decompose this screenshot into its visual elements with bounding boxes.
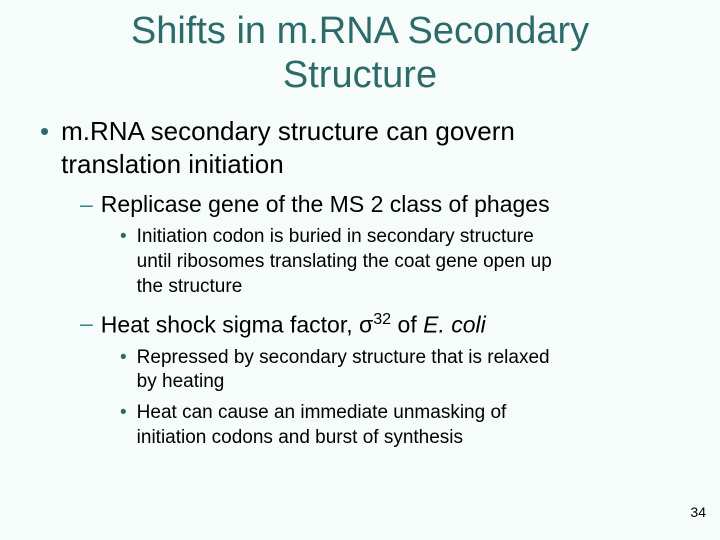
level2-row: – Replicase gene of the MS 2 class of ph… xyxy=(80,190,690,219)
l3a-line-c: the structure xyxy=(137,276,243,297)
dash-icon: – xyxy=(80,309,93,338)
l2b-species: E. coli xyxy=(423,312,486,338)
l2b-prefix: Heat shock sigma factor, xyxy=(101,312,359,338)
l2b-of: of xyxy=(391,312,423,338)
l2a-text: Replicase gene of the MS 2 class of phag… xyxy=(101,191,550,217)
level2-row: – Heat shock sigma factor, σ32 of E. col… xyxy=(80,309,690,339)
level1-text: m.RNA secondary structure can govern tra… xyxy=(61,115,515,180)
l3b-line-a: Repressed by secondary structure that is… xyxy=(137,347,550,368)
l2b-super: 32 xyxy=(373,310,391,328)
bullet-level2-item: – Heat shock sigma factor, σ32 of E. col… xyxy=(80,309,690,339)
level3-row: • Repressed by secondary structure that … xyxy=(120,346,690,395)
level3-text: Heat can cause an immediate unmasking of… xyxy=(137,401,507,450)
level3-text: Repressed by secondary structure that is… xyxy=(137,346,550,395)
bullet-level3-item: • Initiation codon is buried in secondar… xyxy=(120,225,690,299)
l1-line-a: m.RNA secondary structure can govern xyxy=(61,116,515,146)
l3c-line-b: initiation codons and burst of synthesis xyxy=(137,427,463,448)
slide-container: Shifts in m.RNA Secondary Structure • m.… xyxy=(0,0,720,540)
level3-row: • Heat can cause an immediate unmasking … xyxy=(120,401,690,450)
bullet-level3-item: • Repressed by secondary structure that … xyxy=(120,346,690,395)
page-number: 34 xyxy=(690,504,706,520)
title-line2: Structure xyxy=(283,54,437,96)
l3c-line-a: Heat can cause an immediate unmasking of xyxy=(137,402,507,423)
l1-line-b: translation initiation xyxy=(61,149,284,179)
level2-text: Heat shock sigma factor, σ32 of E. coli xyxy=(101,309,486,339)
l2b-sigma: σ xyxy=(359,312,373,338)
bullet-level1-item: • m.RNA secondary structure can govern t… xyxy=(40,115,690,180)
bullet-level2-item: – Replicase gene of the MS 2 class of ph… xyxy=(80,190,690,219)
level1-row: • m.RNA secondary structure can govern t… xyxy=(40,115,690,180)
level3-text: Initiation codon is buried in secondary … xyxy=(137,225,552,299)
l3b-line-b: by heating xyxy=(137,371,225,392)
bullet-level3-item: • Heat can cause an immediate unmasking … xyxy=(120,401,690,450)
bullet-icon: • xyxy=(40,115,49,148)
level2-text: Replicase gene of the MS 2 class of phag… xyxy=(101,190,550,219)
l3a-line-b: until ribosomes translating the coat gen… xyxy=(137,251,552,272)
bullet-icon: • xyxy=(120,401,127,426)
slide-title: Shifts in m.RNA Secondary Structure xyxy=(30,10,690,97)
level3-row: • Initiation codon is buried in secondar… xyxy=(120,225,690,299)
dash-icon: – xyxy=(80,190,93,219)
bullet-icon: • xyxy=(120,225,127,250)
title-line1: Shifts in m.RNA Secondary xyxy=(131,10,589,52)
l3a-line-a: Initiation codon is buried in secondary … xyxy=(137,226,534,247)
bullet-icon: • xyxy=(120,346,127,371)
